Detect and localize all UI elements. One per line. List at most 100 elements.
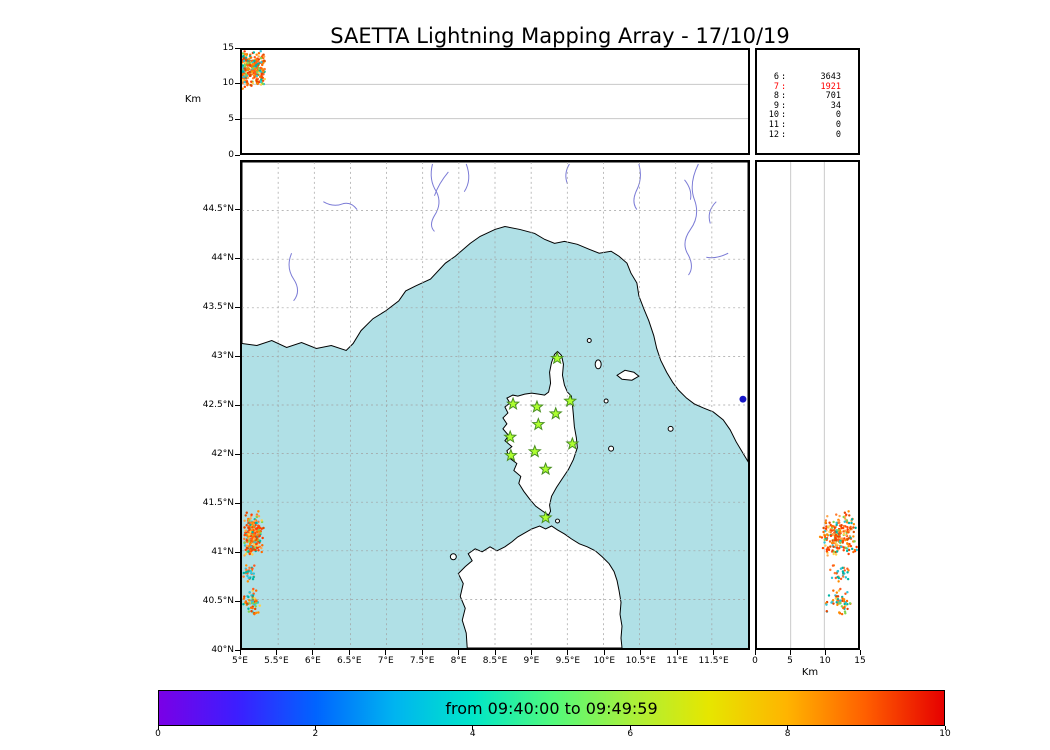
stat-row-level-10: 10:0 [768, 110, 841, 121]
station-star [565, 436, 580, 450]
colorbar-tick-mark [314, 726, 316, 730]
lon-tick-mark [676, 650, 678, 655]
rivers [288, 163, 729, 302]
lightning-points-altitude-time [242, 50, 266, 90]
lat-tick-mark [235, 551, 240, 553]
lat-tick-mark [235, 649, 240, 651]
map-panel [240, 160, 750, 650]
alt-tick-mark [235, 83, 240, 85]
colorbar-tick-label: 8 [784, 729, 791, 739]
lat-tick-label: 44°N [211, 252, 234, 263]
lightning-points-altitude-latitude [818, 510, 858, 616]
altitude-gridlines [242, 83, 748, 120]
alt-tick-label: 0 [228, 149, 234, 160]
lat-tick-mark [235, 355, 240, 357]
lon-tick-mark [603, 650, 605, 655]
maddalena-island [555, 518, 560, 524]
station-star [563, 393, 578, 408]
lon-tick-label: 6°E [304, 656, 321, 666]
lon-tick-mark [713, 650, 715, 655]
elba-island [616, 369, 640, 381]
stat-row-level-7: 7:1921 [773, 81, 841, 92]
lat-tick-mark [235, 600, 240, 602]
stat-row-level-12: 12:0 [768, 129, 841, 140]
colorbar-tick-mark [629, 726, 631, 730]
lon-tick-label: 5°E [232, 656, 248, 666]
right-alt-tick-label: 15 [854, 656, 866, 666]
station-star [538, 510, 553, 524]
station-star [550, 351, 565, 365]
station-star [548, 406, 563, 420]
lon-tick-label: 11.5°E [698, 656, 729, 666]
colorbar-tick-label: 10 [939, 729, 951, 739]
lat-tick-mark [235, 208, 240, 210]
station-star [503, 448, 518, 462]
lon-tick-label: 9.5°E [555, 656, 581, 666]
station-markers [503, 351, 580, 524]
alt-tick-mark [235, 47, 240, 49]
colorbar-tick-mark [472, 726, 474, 730]
altitude-time-canvas [242, 50, 748, 120]
alt-tick-label: 15 [222, 42, 234, 53]
lon-tick-label: 7°E [377, 656, 394, 666]
asinara-island [449, 553, 457, 561]
lat-tick-mark [235, 453, 240, 455]
lat-tick-label: 43°N [211, 350, 234, 361]
colorbar-tick-label: 6 [627, 729, 634, 739]
lat-tick-label: 42.5°N [202, 399, 234, 410]
colorbar-tick-label: 2 [312, 729, 319, 739]
stat-row-level-11: 11:0 [768, 119, 841, 130]
right-alt-tick-label: 5 [787, 656, 793, 666]
altitude-latitude-canvas [790, 162, 858, 648]
alt-tick-mark [235, 118, 240, 120]
station-star [527, 444, 542, 458]
colorbar-tick-mark [157, 726, 159, 730]
station-star [506, 396, 521, 411]
alt-tick-mark [235, 154, 240, 156]
station-stats-panel [755, 48, 860, 155]
lon-tick-mark [312, 650, 314, 655]
mainland-coast [242, 162, 748, 463]
lon-tick-label: 5.5°E [264, 656, 289, 666]
lon-tick-label: 8°E [450, 656, 467, 666]
isolated-blue-point [739, 395, 747, 403]
lon-tick-label: 10.5°E [625, 656, 656, 666]
lon-tick-mark [530, 650, 532, 655]
lon-tick-mark [458, 650, 460, 655]
right-alt-tick-label: 0 [752, 656, 758, 666]
station-stats-rows: 6:3643 7:1921 8:701 9:34 10:0 11:0 12:0 [757, 72, 857, 140]
montecristo-island [608, 445, 615, 452]
station-star [529, 399, 544, 413]
lon-tick-mark [421, 650, 423, 655]
lat-tick-label: 44.5°N [202, 203, 234, 214]
lat-tick-label: 41.5°N [202, 497, 234, 508]
alt-tick-label: 5 [228, 113, 234, 124]
landmasses [242, 162, 748, 648]
gorgona-island [586, 338, 592, 344]
station-star [531, 417, 546, 431]
lat-tick-mark [235, 404, 240, 406]
lat-tick-label: 42°N [211, 448, 234, 459]
figure-title: SAETTA Lightning Mapping Array - 17/10/1… [330, 24, 790, 48]
station-star [503, 429, 518, 444]
lon-tick-label: 6.5°E [337, 656, 362, 666]
right-alt-tick-label: 10 [819, 656, 831, 666]
lon-tick-label: 7.5°E [409, 656, 435, 666]
lon-tick-mark [275, 650, 277, 655]
lon-tick-mark [494, 650, 496, 655]
giglio-island [667, 425, 674, 432]
altitude-axis-label: Km [184, 94, 202, 105]
right-alt-tick-mark [789, 650, 791, 655]
altitude-time-panel [240, 48, 750, 155]
lat-tick-label: 43.5°N [202, 301, 234, 312]
lightning-points-map [242, 395, 747, 616]
lon-tick-mark [385, 650, 387, 655]
stat-row-level-6: 6:3643 [773, 72, 841, 82]
stat-row-level-8: 8:701 [773, 91, 841, 102]
stat-row-level-9: 9:34 [773, 100, 841, 111]
map-canvas [242, 162, 748, 648]
lon-tick-label: 9°E [523, 656, 540, 666]
right-alt-tick-mark [754, 650, 756, 655]
lon-tick-mark [239, 650, 241, 655]
